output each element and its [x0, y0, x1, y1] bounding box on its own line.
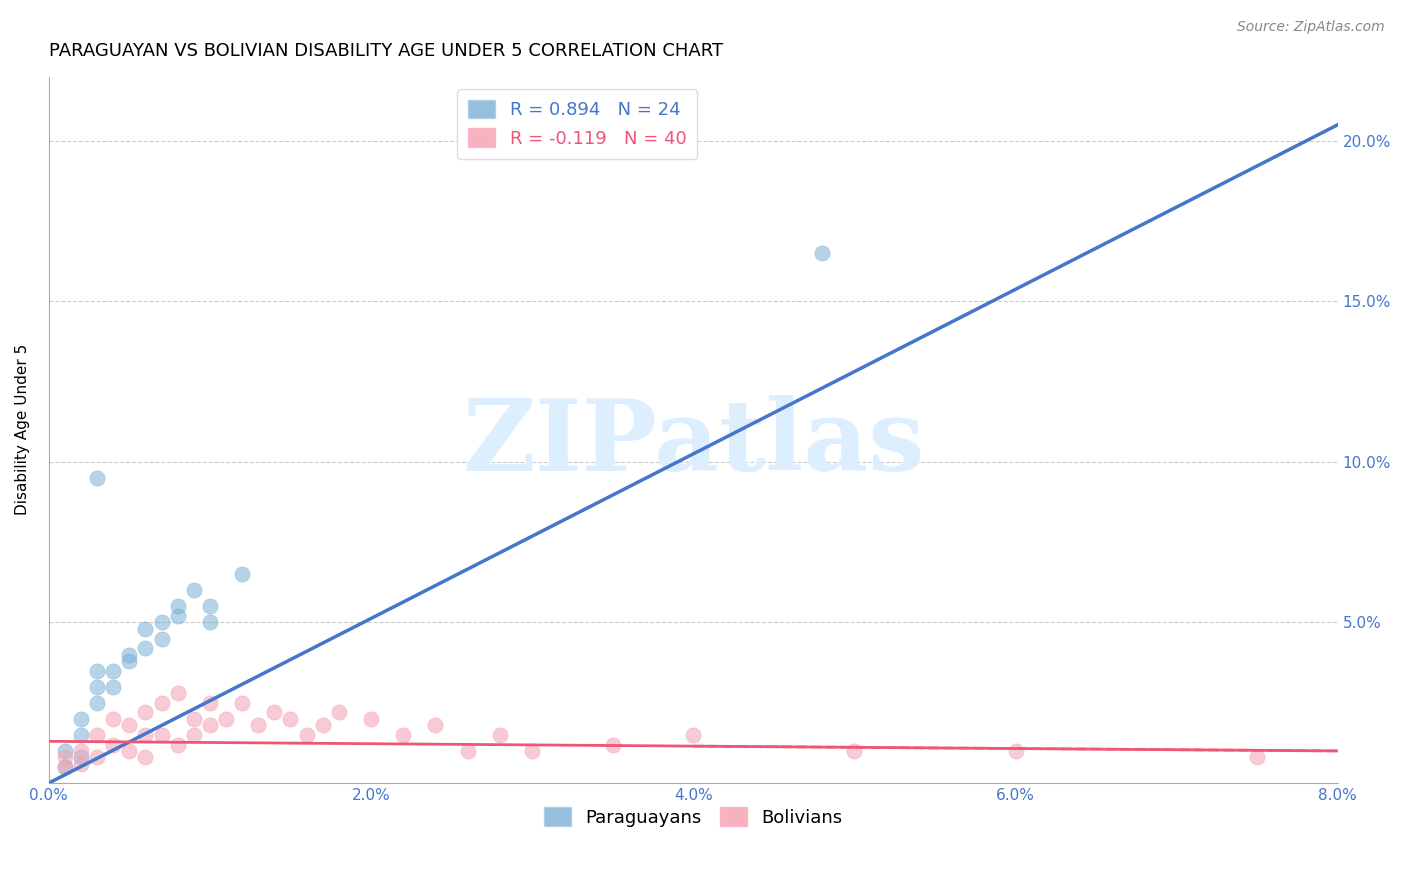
Point — [103, 664, 125, 678]
Point — [86, 728, 108, 742]
Point — [166, 599, 188, 614]
Point — [134, 622, 156, 636]
Point — [844, 744, 866, 758]
Point — [70, 712, 93, 726]
Point — [457, 744, 479, 758]
Point — [150, 696, 173, 710]
Point — [53, 760, 76, 774]
Point — [53, 744, 76, 758]
Point — [183, 728, 205, 742]
Point — [134, 728, 156, 742]
Point — [103, 738, 125, 752]
Text: PARAGUAYAN VS BOLIVIAN DISABILITY AGE UNDER 5 CORRELATION CHART: PARAGUAYAN VS BOLIVIAN DISABILITY AGE UN… — [49, 42, 723, 60]
Point — [183, 583, 205, 598]
Point — [231, 567, 253, 582]
Point — [489, 728, 512, 742]
Point — [198, 599, 221, 614]
Point — [198, 718, 221, 732]
Point — [392, 728, 415, 742]
Point — [682, 728, 704, 742]
Legend: Paraguayans, Bolivians: Paraguayans, Bolivians — [537, 800, 849, 834]
Point — [86, 696, 108, 710]
Point — [86, 680, 108, 694]
Point — [118, 648, 141, 662]
Point — [86, 664, 108, 678]
Point — [53, 760, 76, 774]
Point — [118, 744, 141, 758]
Point — [1004, 744, 1026, 758]
Point — [150, 615, 173, 630]
Point — [602, 738, 624, 752]
Point — [118, 654, 141, 668]
Point — [134, 706, 156, 720]
Y-axis label: Disability Age Under 5: Disability Age Under 5 — [15, 344, 30, 516]
Point — [166, 686, 188, 700]
Point — [198, 615, 221, 630]
Point — [70, 744, 93, 758]
Point — [86, 471, 108, 485]
Point — [328, 706, 350, 720]
Point — [295, 728, 318, 742]
Point — [425, 718, 447, 732]
Point — [150, 632, 173, 646]
Point — [311, 718, 333, 732]
Point — [70, 728, 93, 742]
Point — [198, 696, 221, 710]
Point — [70, 750, 93, 764]
Point — [103, 680, 125, 694]
Point — [247, 718, 270, 732]
Point — [118, 718, 141, 732]
Point — [103, 712, 125, 726]
Text: Source: ZipAtlas.com: Source: ZipAtlas.com — [1237, 20, 1385, 34]
Point — [231, 696, 253, 710]
Point — [360, 712, 382, 726]
Point — [70, 756, 93, 771]
Point — [150, 728, 173, 742]
Text: ZIPatlas: ZIPatlas — [463, 395, 925, 492]
Point — [263, 706, 285, 720]
Point — [166, 609, 188, 624]
Point — [86, 750, 108, 764]
Point — [215, 712, 238, 726]
Point — [280, 712, 302, 726]
Point — [53, 750, 76, 764]
Point — [811, 246, 834, 260]
Point — [134, 750, 156, 764]
Point — [183, 712, 205, 726]
Point — [520, 744, 543, 758]
Point — [1246, 750, 1268, 764]
Point — [166, 738, 188, 752]
Point — [134, 641, 156, 656]
